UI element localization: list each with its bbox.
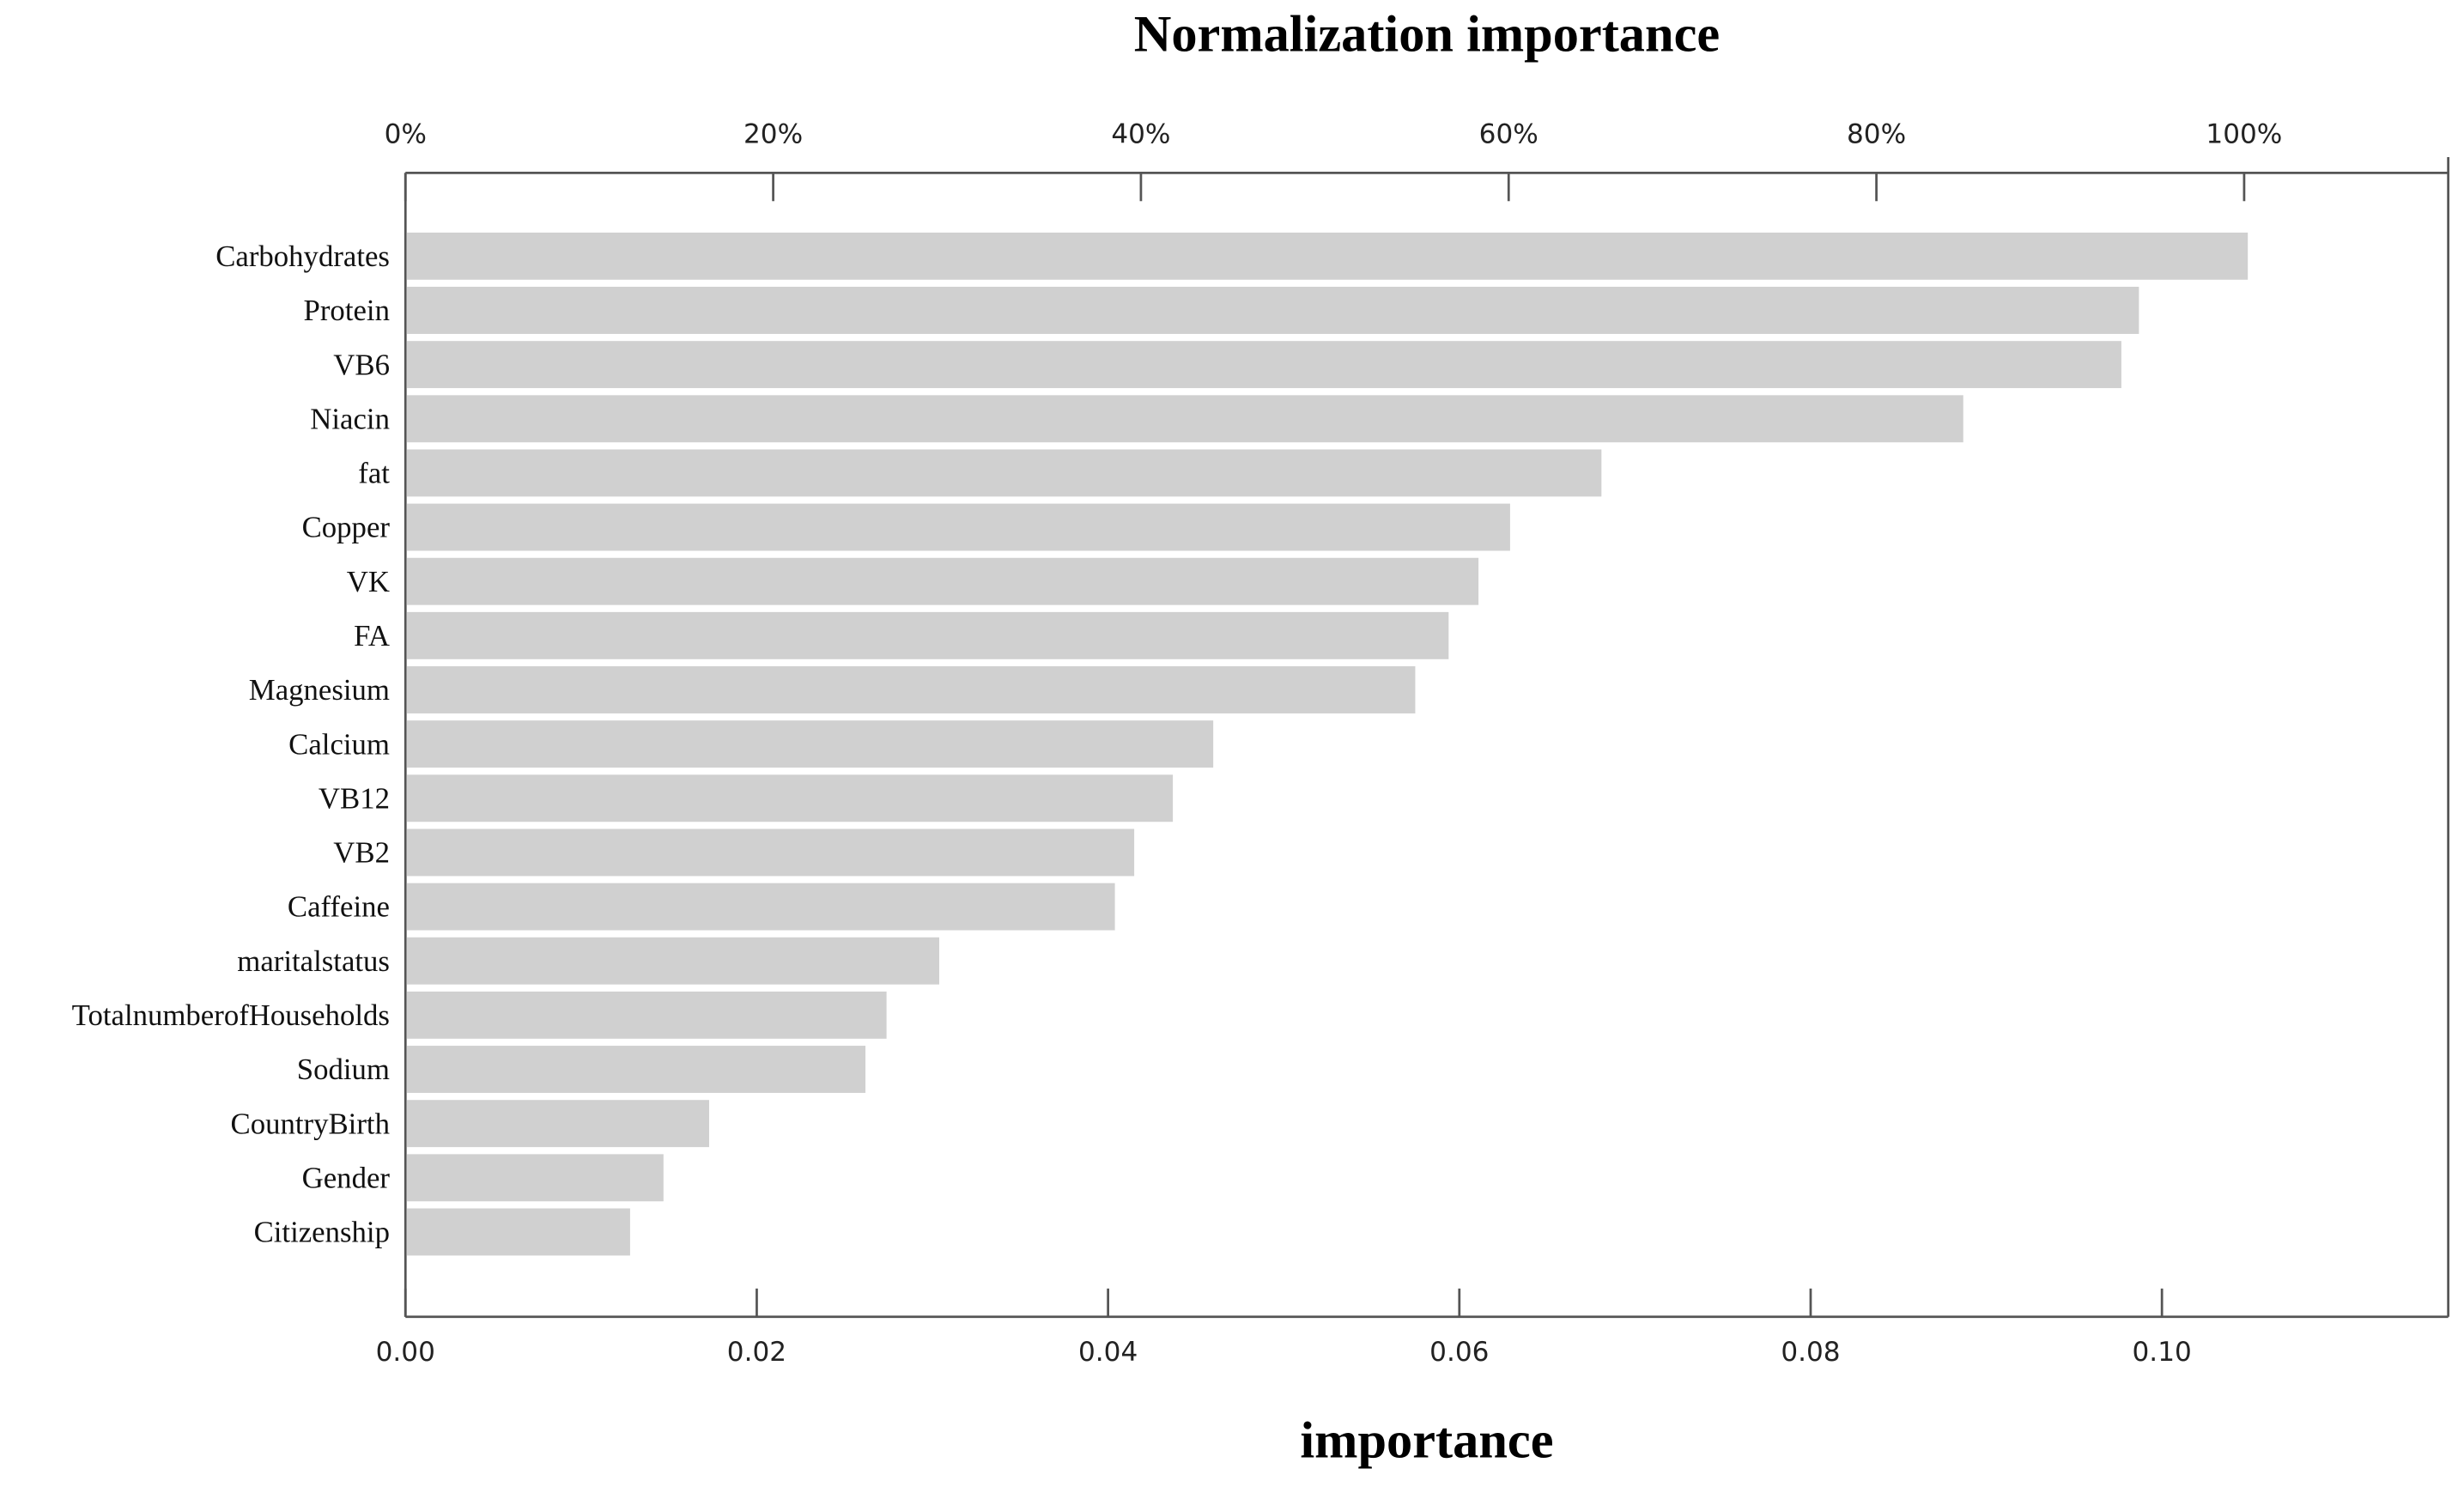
x-tick-label: 0.10 [2133, 1337, 2192, 1368]
x-tick-label: 0.06 [1429, 1337, 1489, 1368]
bar [407, 991, 887, 1039]
y-tick-label: Magnesium [249, 673, 390, 707]
y-tick-label: VB6 [333, 348, 390, 381]
y-tick-label: fat [358, 457, 390, 490]
bar [407, 395, 1963, 443]
bar [407, 232, 2249, 280]
x2-tick-label: 60% [1479, 118, 1538, 149]
bar [407, 449, 1602, 497]
bar [407, 666, 1416, 713]
x2-tick-label: 40% [1111, 118, 1170, 149]
x-tick-label: 0.00 [376, 1337, 435, 1368]
x2-tick-label: 0% [385, 118, 427, 149]
y-tick-label: Carbohydrates [215, 240, 390, 273]
bar [407, 287, 2139, 334]
bar [407, 720, 1214, 768]
y-tick-label: TotalnumberofHouseholds [72, 998, 390, 1032]
bar [407, 1100, 709, 1148]
y-tick-label: CountryBirth [231, 1107, 390, 1140]
y-tick-label: Protein [304, 294, 390, 327]
x-tick-label: 0.08 [1781, 1337, 1840, 1368]
x2-tick-label: 100% [2206, 118, 2282, 149]
bar [407, 883, 1115, 931]
x2-tick-label: 80% [1847, 118, 1906, 149]
bar [407, 828, 1135, 877]
x-tick-label: 0.02 [727, 1337, 786, 1368]
bar [407, 341, 2121, 389]
y-tick-label: Niacin [310, 402, 390, 435]
bar [407, 774, 1174, 822]
y-tick-label: FA [354, 619, 390, 652]
y-tick-label: VK [347, 565, 390, 598]
x-tick-label: 0.04 [1078, 1337, 1138, 1368]
top-axis-title: Normalization importance [1134, 6, 1720, 64]
y-tick-label: Citizenship [254, 1216, 390, 1249]
y-tick-label: Calcium [288, 727, 390, 761]
y-tick-label: VB12 [319, 781, 390, 815]
bar [407, 1208, 630, 1256]
y-tick-label: maritalstatus [237, 944, 390, 978]
y-tick-label: Caffeine [288, 890, 390, 924]
bar [407, 557, 1479, 605]
y-tick-label: Sodium [297, 1053, 390, 1086]
y-tick-label: Copper [302, 511, 391, 544]
y-tick-label: Gender [302, 1161, 391, 1194]
bar [407, 611, 1449, 659]
bar [407, 937, 940, 985]
y-tick-label: VB2 [333, 836, 390, 870]
bar [407, 1046, 866, 1093]
bottom-axis-title: importance [1300, 1412, 1553, 1470]
x2-tick-label: 20% [743, 118, 803, 149]
bar [407, 503, 1510, 551]
bar [407, 1154, 664, 1202]
